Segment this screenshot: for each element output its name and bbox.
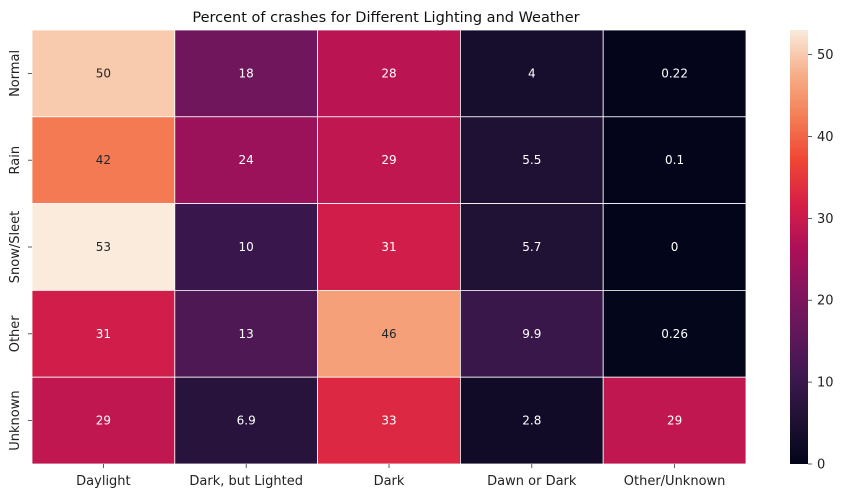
heatmap-cell — [174, 289, 319, 378]
heatmap-cell — [31, 29, 176, 118]
cell-value-label: 0.1 — [665, 153, 684, 167]
heatmap-cells — [31, 29, 747, 465]
cell-value-label: 13 — [239, 327, 254, 341]
heatmap-cell — [317, 289, 461, 378]
cell-value-label: 28 — [381, 66, 396, 80]
cell-value-label: 53 — [96, 240, 111, 254]
heatmap-cell — [602, 116, 747, 205]
cell-value-label: 31 — [381, 240, 396, 254]
heatmap-cell — [602, 29, 747, 118]
y-tick-label: Unknown — [8, 390, 23, 450]
colorbar-tick-label: 0 — [817, 458, 825, 473]
heatmap-cell — [602, 203, 747, 291]
x-tick-label: Dark — [374, 474, 405, 489]
colorbar-tick-label: 20 — [817, 294, 834, 309]
heatmap-cell-labels: 50 18 28 4 0.22 42 24 29 5.5 0.1 53 10 31 5.7 0 31 13 46 9… — [96, 66, 688, 427]
colorbar-tick-label: 10 — [817, 376, 834, 391]
heatmap-cell — [602, 289, 747, 378]
colorbar: 0 10 20 30 40 50 — [790, 30, 834, 473]
cell-value-label: 33 — [381, 414, 396, 428]
colorbar-gradient — [790, 30, 808, 464]
heatmap-cell — [459, 203, 604, 291]
x-axis: Daylight Dark, but Lighted Dark Dawn or Dar… — [76, 464, 725, 489]
y-tick-label: Snow/Sleet — [8, 211, 23, 283]
heatmap-cell — [174, 203, 319, 291]
cell-value-label: 0 — [671, 240, 679, 254]
heatmap-cell — [317, 376, 461, 465]
cell-value-label: 31 — [96, 327, 111, 341]
colorbar-tick-label: 50 — [817, 48, 834, 63]
heatmap-cell — [317, 203, 461, 291]
heatmap-cell — [602, 376, 747, 465]
heatmap-cell — [174, 376, 319, 465]
cell-value-label: 50 — [96, 66, 111, 80]
cell-value-label: 5.5 — [522, 153, 541, 167]
cell-value-label: 0.22 — [661, 66, 688, 80]
x-tick-label: Dawn or Dark — [487, 474, 577, 489]
y-tick-label: Normal — [8, 50, 23, 97]
x-tick-label: Other/Unknown — [624, 474, 726, 489]
y-tick-label: Rain — [8, 146, 23, 175]
cell-value-label: 5.7 — [522, 240, 541, 254]
heatmap-cell — [174, 29, 319, 118]
heatmap-cell — [459, 289, 604, 378]
heatmap-cell — [31, 376, 176, 465]
colorbar-tick-label: 40 — [817, 130, 834, 145]
y-axis: Normal Rain Snow/Sleet Other Unknown — [8, 50, 32, 451]
cell-value-label: 18 — [239, 66, 254, 80]
cell-value-label: 46 — [381, 327, 396, 341]
colorbar-tick-label: 30 — [817, 212, 834, 227]
heatmap-cell — [459, 29, 604, 118]
cell-value-label: 2.8 — [522, 414, 541, 428]
cell-value-label: 29 — [381, 153, 396, 167]
cell-value-label: 42 — [96, 153, 111, 167]
cell-value-label: 29 — [96, 414, 111, 428]
heatmap-cell — [31, 116, 176, 205]
cell-value-label: 4 — [528, 66, 536, 80]
cell-value-label: 6.9 — [237, 414, 256, 428]
y-tick-label: Other — [8, 315, 23, 353]
cell-value-label: 9.9 — [522, 327, 541, 341]
cell-value-label: 0.26 — [661, 327, 688, 341]
x-tick-label: Dark, but Lighted — [189, 474, 303, 489]
cell-value-label: 24 — [239, 153, 254, 167]
x-tick-label: Daylight — [76, 474, 130, 489]
cell-value-label: 29 — [667, 414, 682, 428]
heatmap-cell — [317, 29, 461, 118]
heatmap-cell — [317, 116, 461, 205]
cell-value-label: 10 — [239, 240, 254, 254]
chart-title: Percent of crashes for Different Lightin… — [192, 10, 579, 26]
